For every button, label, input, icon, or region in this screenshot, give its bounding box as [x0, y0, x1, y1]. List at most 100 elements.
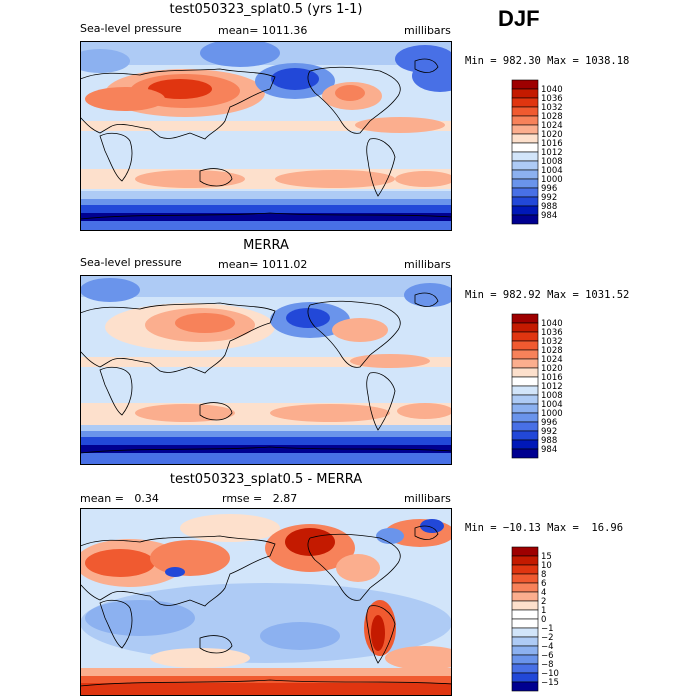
panel1-title: test050323_splat0.5 (yrs 1-1) — [169, 2, 363, 17]
colorbar3-swatch — [511, 645, 539, 656]
panel2-map — [80, 275, 452, 465]
panel1-map — [80, 41, 452, 231]
colorbar3-label: −15 — [541, 678, 559, 688]
colorbar2-swatch — [511, 331, 539, 342]
colorbar1-label: 984 — [541, 211, 557, 221]
colorbar3-swatch — [511, 591, 539, 602]
colorbar2-label: 1032 — [541, 337, 563, 347]
colorbar1-label: 1040 — [541, 85, 563, 95]
colorbar3-label: 2 — [541, 597, 546, 607]
colorbar3-label: −8 — [541, 660, 554, 670]
panel2-units: millibars — [404, 258, 451, 271]
colorbar3-swatch — [511, 600, 539, 611]
colorbar3-swatch — [511, 681, 539, 692]
panel1-field — [80, 41, 452, 231]
colorbar1-swatch — [511, 133, 539, 144]
colorbar3-swatch — [511, 654, 539, 665]
colorbar1-swatch — [511, 187, 539, 198]
colorbar1-swatch — [511, 160, 539, 171]
panel3-coastlines — [80, 525, 452, 687]
colorbar3-label: −4 — [541, 642, 554, 652]
colorbar3-label: 8 — [541, 570, 546, 580]
colorbar1-swatch — [511, 79, 539, 90]
panel1-colorbar: 1040103610321028102410201016101210081004… — [511, 79, 563, 225]
panel3-rmse: rmse = 2.87 — [222, 492, 298, 505]
colorbar3-swatch — [511, 555, 539, 566]
colorbar3-label: 6 — [541, 579, 546, 589]
colorbar1-label: 1024 — [541, 121, 563, 131]
colorbar3-swatch — [511, 663, 539, 674]
colorbar1-swatch — [511, 196, 539, 207]
colorbar2-swatch — [511, 313, 539, 324]
panel1-variable: Sea-level pressure — [80, 22, 182, 35]
colorbar1-label: 1016 — [541, 139, 563, 149]
colorbar3-label: 0 — [541, 615, 546, 625]
colorbar2-label: 1004 — [541, 400, 563, 410]
colorbar3-swatch — [511, 564, 539, 575]
colorbar1-swatch — [511, 169, 539, 180]
colorbar2-label: 1040 — [541, 319, 563, 329]
colorbar3-label: −2 — [541, 633, 554, 643]
panel2-mean: mean= 1011.02 — [218, 258, 308, 271]
panel2-coastlines — [80, 292, 452, 454]
colorbar1-swatch — [511, 106, 539, 117]
colorbar2-label: 1016 — [541, 373, 563, 383]
panel2-minmax: Min = 982.92 Max = 1031.52 — [465, 289, 630, 301]
colorbar2-label: 1028 — [541, 346, 563, 356]
colorbar1-label: 1036 — [541, 94, 563, 104]
panel1-coastlines — [80, 58, 452, 220]
colorbar1-label: 1004 — [541, 166, 563, 176]
panel2-variable: Sea-level pressure — [80, 256, 182, 269]
colorbar2-label: 1036 — [541, 328, 563, 338]
colorbar1-label: 996 — [541, 184, 557, 194]
panel1-units: millibars — [404, 24, 451, 37]
colorbar2-swatch — [511, 385, 539, 396]
colorbar2-swatch — [511, 421, 539, 432]
colorbar1-label: 1012 — [541, 148, 563, 158]
colorbar3-label: 15 — [541, 552, 552, 562]
panel3-field — [80, 508, 452, 696]
colorbar1-label: 1008 — [541, 157, 563, 167]
colorbar3-swatch — [511, 573, 539, 584]
colorbar3-swatch — [511, 609, 539, 620]
colorbar3-swatch — [511, 636, 539, 647]
colorbar2-swatch — [511, 439, 539, 450]
panel1-minmax: Min = 982.30 Max = 1038.18 — [465, 55, 630, 67]
panel2-title: MERRA — [243, 238, 289, 253]
colorbar2-label: 1000 — [541, 409, 563, 419]
panel1-mean: mean= 1011.36 — [218, 24, 308, 37]
colorbar3-swatch — [511, 618, 539, 629]
colorbar2-swatch — [511, 340, 539, 351]
colorbar3-label: −1 — [541, 624, 554, 634]
panel3-frame — [80, 508, 452, 696]
colorbar2-label: 1020 — [541, 364, 563, 374]
panel3-units: millibars — [404, 492, 451, 505]
colorbar1-label: 1028 — [541, 112, 563, 122]
colorbar2-label: 996 — [541, 418, 557, 428]
colorbar3-label: 4 — [541, 588, 546, 598]
panel2-field — [80, 275, 452, 465]
colorbar1-swatch — [511, 205, 539, 216]
colorbar1-swatch — [511, 124, 539, 135]
colorbar3-label: −6 — [541, 651, 554, 661]
colorbar1-label: 1032 — [541, 103, 563, 113]
colorbar2-label: 1008 — [541, 391, 563, 401]
panel3-mean: mean = 0.34 — [80, 492, 159, 505]
colorbar2-swatch — [511, 403, 539, 414]
colorbar2-swatch — [511, 448, 539, 459]
colorbar3-swatch — [511, 627, 539, 638]
colorbar2-swatch — [511, 412, 539, 423]
colorbar1-label: 1020 — [541, 130, 563, 140]
colorbar2-swatch — [511, 394, 539, 405]
panel3-title: test050323_splat0.5 - MERRA — [169, 472, 363, 487]
season-label: DJF — [498, 6, 540, 31]
colorbar1-swatch — [511, 151, 539, 162]
colorbar2-swatch — [511, 349, 539, 360]
colorbar1-swatch — [511, 88, 539, 99]
colorbar2-label: 984 — [541, 445, 557, 455]
colorbar2-swatch — [511, 376, 539, 387]
colorbar1-label: 1000 — [541, 175, 563, 185]
colorbar1-swatch — [511, 142, 539, 153]
colorbar2-label: 1012 — [541, 382, 563, 392]
